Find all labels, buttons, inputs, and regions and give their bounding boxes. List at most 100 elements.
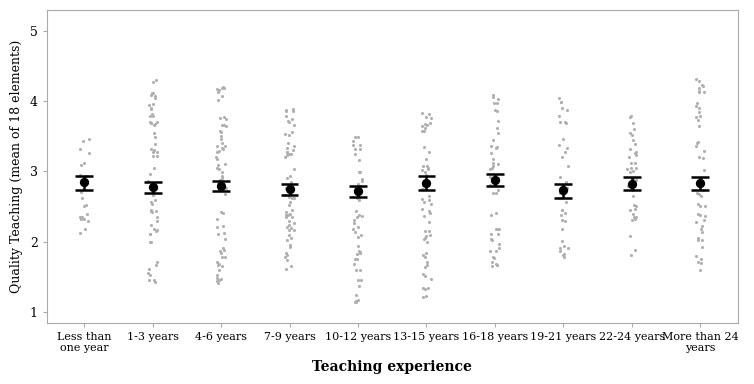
Point [627, 132, 639, 139]
Point [219, 143, 231, 149]
Point [349, 184, 361, 190]
Point [285, 235, 297, 241]
Point [421, 122, 433, 128]
Point [75, 214, 87, 220]
Point [628, 202, 640, 208]
Point [281, 252, 293, 258]
Point [485, 212, 497, 218]
Point [697, 89, 710, 95]
Point [489, 177, 501, 183]
Point [562, 245, 574, 251]
Point [284, 202, 296, 209]
Point [146, 209, 158, 215]
Point [694, 180, 706, 187]
Point [419, 273, 431, 279]
Point [353, 283, 365, 289]
Point [79, 226, 91, 232]
Point [424, 120, 436, 126]
Point [555, 212, 567, 218]
Point [484, 174, 496, 180]
Point [417, 252, 429, 258]
Point [690, 219, 702, 225]
Point [417, 285, 429, 291]
Point [279, 192, 291, 198]
Point [626, 181, 638, 187]
Point [630, 214, 642, 220]
Point [417, 163, 429, 169]
Point [627, 168, 639, 174]
Point [148, 192, 160, 198]
Point [219, 236, 231, 242]
Point [492, 161, 504, 167]
Point [210, 86, 222, 92]
Point [561, 185, 573, 191]
Point [690, 114, 702, 121]
X-axis label: Teaching experience: Teaching experience [312, 360, 472, 374]
Point [149, 93, 161, 99]
Point [219, 185, 231, 191]
Point [484, 248, 496, 254]
Point [695, 227, 707, 233]
Point [421, 164, 434, 170]
Point [214, 248, 226, 254]
Point [147, 149, 159, 155]
Point [554, 119, 566, 125]
Point [627, 137, 639, 143]
Point [356, 178, 368, 184]
Point [349, 146, 361, 152]
Point [420, 233, 432, 239]
Point [556, 238, 568, 244]
Point [489, 146, 501, 152]
Point [351, 192, 363, 199]
Point [143, 266, 155, 272]
Point [493, 241, 505, 247]
Point [425, 115, 437, 121]
Point [288, 166, 300, 172]
Point [280, 250, 292, 257]
Point [490, 226, 502, 232]
Point [422, 197, 434, 203]
Point [351, 195, 363, 201]
Point [280, 185, 292, 191]
Point [349, 151, 361, 157]
Point [694, 113, 706, 119]
Point [354, 232, 366, 238]
Point [556, 106, 568, 112]
Point [217, 210, 229, 216]
Point [83, 150, 95, 156]
Point [419, 121, 431, 127]
Point [284, 183, 296, 189]
Point [78, 179, 90, 185]
Point [75, 216, 87, 222]
Point [417, 271, 429, 277]
Point [694, 88, 706, 94]
Point [144, 171, 156, 177]
Point [283, 222, 295, 228]
Point [350, 298, 362, 304]
Point [491, 262, 503, 268]
Point [216, 245, 228, 251]
Point [218, 122, 230, 128]
Point [151, 149, 163, 155]
Point [218, 84, 230, 91]
Point [691, 117, 703, 123]
Point [553, 245, 566, 252]
Point [699, 213, 711, 219]
Point [210, 224, 222, 230]
Point [418, 236, 430, 242]
Point [213, 231, 225, 237]
Point [281, 140, 293, 146]
Point [694, 78, 706, 84]
Point [146, 90, 158, 96]
Point [556, 207, 568, 213]
Point [281, 257, 293, 263]
Point [219, 191, 231, 197]
Y-axis label: Quality Teaching (mean of 18 elements): Quality Teaching (mean of 18 elements) [10, 40, 23, 293]
Point [213, 87, 225, 93]
Point [212, 162, 224, 168]
Point [691, 237, 703, 243]
Point [151, 214, 163, 220]
Point [423, 219, 435, 225]
Point [420, 250, 432, 256]
Point [76, 195, 88, 201]
